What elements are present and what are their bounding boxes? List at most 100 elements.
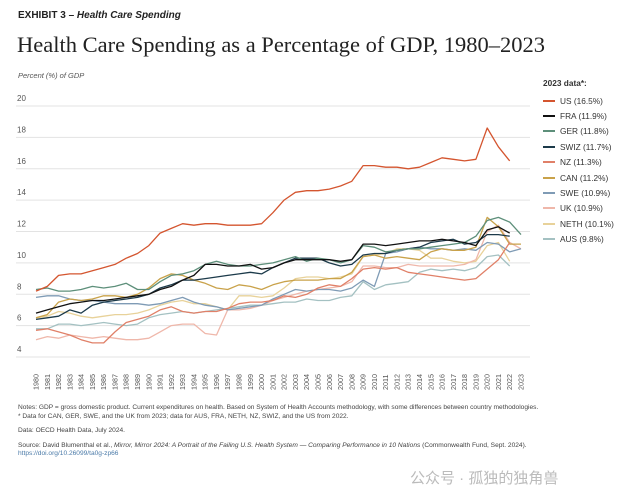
x-tick-label: 1998 [235,374,244,390]
series-line-neth [35,241,511,319]
legend-swatch [543,192,555,195]
x-tick-label: 1986 [99,374,108,390]
data-source: Data: OECD Health Data, July 2024. [18,427,126,434]
x-tick-label: 1996 [212,374,221,390]
x-tick-label: 2018 [460,374,469,390]
x-tick-label: 2004 [302,374,311,390]
legend-swatch [543,238,555,241]
legend-item: AUS (9.8%) [543,232,614,247]
x-tick-label: 2019 [471,374,480,390]
legend-item: GER (11.8%) [543,124,614,139]
legend-title: 2023 data*: [543,78,587,88]
series-line-aus [36,254,511,330]
source-citation: Source: David Blumenthal et al., Mirror,… [18,442,634,451]
legend-label: SWE (10.9%) [560,188,611,199]
x-tick-label: 1988 [122,374,131,390]
x-tick-label: 2017 [449,374,458,390]
legend-label: GER (11.8%) [560,126,609,137]
x-tick-label: 1980 [32,374,41,390]
x-tick-label: 2022 [505,374,514,390]
x-tick-label: 1992 [167,374,176,390]
x-tick-label: 2020 [483,374,492,390]
legend-item: SWE (10.9%) [543,185,614,200]
x-tick-label: 1999 [246,374,255,390]
legend-swatch [543,176,555,179]
legend-swatch [543,207,555,210]
x-tick-label: 2008 [347,374,356,390]
x-tick-label: 2012 [392,374,401,390]
legend-label: FRA (11.9%) [560,111,607,122]
x-tick-label: 2006 [325,374,334,390]
y-tick-label: 16 [17,157,26,166]
x-tick-label: 1981 [43,374,52,390]
source-prefix: Source: David Blumenthal et al., [18,441,113,449]
x-tick-label: 2016 [438,374,447,390]
y-tick-label: 14 [17,188,26,197]
series-line-can [35,216,521,319]
legend-swatch [543,145,555,148]
x-tick-label: 2023 [517,374,526,390]
x-tick-label: 2001 [268,374,277,390]
x-tick-label: 2003 [291,374,300,390]
exhibit-topic: Health Care Spending [76,10,181,21]
x-tick-label: 2015 [426,374,435,390]
x-tick-label: 2000 [257,374,266,390]
y-tick-label: 18 [17,125,26,134]
legend-item: SWIZ (11.7%) [543,139,614,154]
x-tick-label: 1982 [54,374,63,390]
y-tick-label: 4 [17,345,22,354]
source-suffix: (Commonwealth Fund, Sept. 2024). [422,441,527,449]
legend-swatch [543,130,555,133]
notes-asterisk: * Data for CAN, GER, SWE, and the UK fro… [18,412,349,420]
x-tick-label: 1994 [189,374,198,390]
legend: 2023 data*: US (16.5%) FRA (11.9%) GER (11… [543,78,614,247]
legend-label: SWIZ (11.7%) [560,141,612,152]
x-tick-label: 2009 [359,374,368,390]
x-tick-label: 1984 [77,374,86,390]
series-line-nz [35,242,511,344]
doi-link[interactable]: https://doi.org/10.26099/ta0g-zp66 [18,450,119,457]
x-tick-label: 2002 [280,374,289,390]
watermark: 公众号 · 孤独的独角兽 [410,470,559,487]
notes-text: Notes: GDP = gross domestic product. Cur… [18,404,539,411]
x-tick-label: 2005 [313,374,322,390]
x-tick-label: 1985 [88,374,97,390]
x-tick-label: 1993 [178,374,187,390]
legend-swatch [543,222,555,225]
y-axis-label: Percent (%) of GDP [18,71,85,80]
x-tick-label: 1995 [201,374,210,390]
x-tick-label: 2007 [336,374,345,390]
legend-label: US (16.5%) [560,95,603,106]
exhibit-number: EXHIBIT 3 – [18,10,75,21]
y-tick-label: 8 [17,282,22,291]
legend-swatch [543,161,555,164]
y-tick-label: 10 [17,251,26,260]
x-tick-label: 2011 [381,375,390,390]
chart-title: Health Care Spending as a Percentage of … [17,32,546,57]
x-tick-label: 1991 [156,374,165,390]
source-title: Mirror, Mirror 2024: A Portrait of the F… [114,441,421,449]
chart-notes: Notes: GDP = gross domestic product. Cur… [18,404,634,459]
exhibit-label: EXHIBIT 3 – Health Care Spending [18,10,181,21]
series-line-fra [35,226,511,314]
legend-item: CAN (11.2%) [543,170,614,185]
series-line-us [35,127,511,292]
series-line-ger [35,216,522,292]
x-tick-label: 1990 [144,374,153,390]
legend-label: UK (10.9%) [560,203,603,214]
legend-swatch [543,99,555,102]
legend-label: NETH (10.1%) [560,218,614,229]
x-tick-label: 2014 [415,374,424,390]
legend-item: NETH (10.1%) [543,216,614,231]
x-tick-label: 2013 [404,374,413,390]
y-tick-label: 12 [17,220,26,229]
legend-label: AUS (9.8%) [560,234,604,245]
x-tick-label: 1997 [223,374,232,390]
y-tick-label: 20 [17,94,26,103]
y-tick-label: 6 [17,314,22,323]
x-tick-label: 1983 [65,374,74,390]
legend-item: NZ (11.3%) [543,155,614,170]
legend-item: UK (10.9%) [543,201,614,216]
legend-item: US (16.5%) [543,93,614,108]
